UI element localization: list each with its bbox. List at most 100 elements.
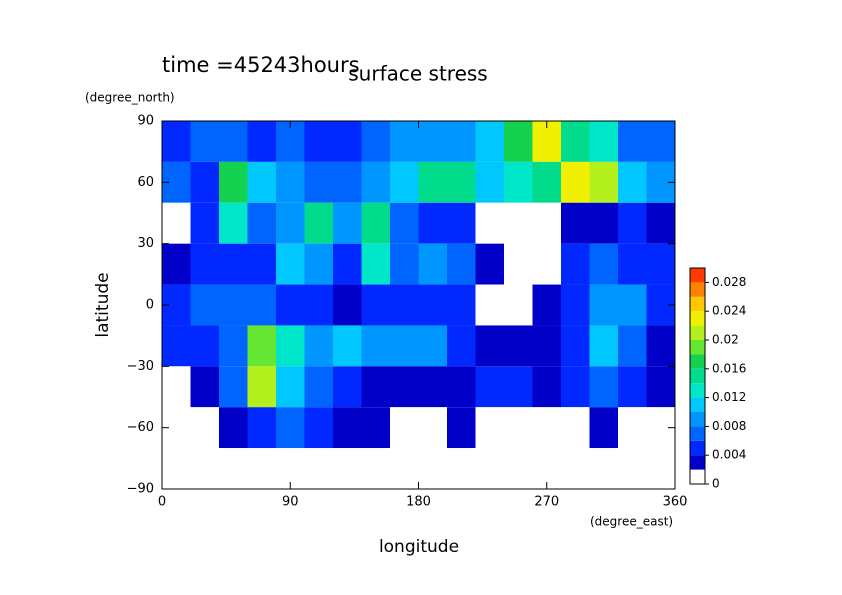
colorbar-swatch	[690, 469, 705, 484]
heat-cell	[190, 121, 219, 162]
heat-cell	[618, 121, 647, 162]
colorbar-swatch	[690, 383, 705, 398]
heat-cell	[333, 407, 362, 449]
heat-cell	[390, 448, 419, 489]
y-tick-label: −60	[127, 420, 154, 435]
colorbar-swatch	[690, 311, 705, 326]
heat-cell	[418, 243, 447, 285]
heat-cell	[390, 366, 419, 408]
colorbar-tick-label: 0.008	[712, 419, 746, 433]
heat-cell	[418, 366, 447, 408]
heat-cell	[618, 366, 647, 408]
heat-cell	[475, 161, 504, 203]
heat-cell	[447, 243, 476, 285]
heat-cell	[561, 202, 590, 244]
heat-cell	[504, 325, 533, 367]
colorbar-swatch	[690, 282, 705, 297]
heat-cell	[589, 161, 618, 203]
heat-cell	[190, 366, 219, 408]
heat-cell	[447, 448, 476, 489]
heat-cell	[276, 284, 305, 326]
heat-cell	[646, 202, 675, 244]
heat-cell	[418, 121, 447, 162]
x-axis-label: longitude	[379, 537, 459, 557]
heat-cell	[333, 202, 362, 244]
heat-cell	[475, 448, 504, 489]
heat-cell	[589, 407, 618, 449]
heat-cell	[561, 448, 590, 489]
heat-cell	[390, 284, 419, 326]
heat-cell	[247, 121, 276, 162]
colorbar-swatch	[690, 455, 705, 470]
heat-cell	[418, 325, 447, 367]
heat-cell	[646, 366, 675, 408]
heat-cell	[361, 284, 390, 326]
heat-cell	[304, 202, 333, 244]
heat-cell	[162, 243, 191, 285]
heat-cell	[475, 284, 504, 326]
heat-cell	[333, 161, 362, 203]
heat-cell	[418, 448, 447, 489]
y-unit: (degree_north)	[85, 91, 175, 105]
colorbar-tick-label: 0.024	[712, 304, 746, 318]
heat-cell	[276, 325, 305, 367]
heat-cell	[361, 448, 390, 489]
colorbar-swatch	[690, 354, 705, 369]
heat-cell	[333, 243, 362, 285]
heat-cell	[219, 325, 248, 367]
heat-cell	[390, 243, 419, 285]
heat-cell	[475, 366, 504, 408]
heat-cell	[247, 407, 276, 449]
heat-cell	[447, 284, 476, 326]
heat-cell	[247, 243, 276, 285]
heat-cell	[532, 325, 561, 367]
heat-cell	[475, 121, 504, 162]
heat-cell	[390, 407, 419, 449]
heat-cell	[247, 161, 276, 203]
heat-cell	[504, 284, 533, 326]
colorbar-swatch	[690, 268, 705, 283]
heat-cell	[162, 202, 191, 244]
heat-cell	[646, 325, 675, 367]
heat-cell	[447, 366, 476, 408]
heat-cell	[532, 161, 561, 203]
colorbar-swatch	[690, 296, 705, 312]
heat-cell	[418, 284, 447, 326]
heat-cell	[589, 448, 618, 489]
heat-cell	[190, 243, 219, 285]
heat-cell	[247, 202, 276, 244]
heat-cell	[304, 407, 333, 449]
heat-cell	[418, 202, 447, 244]
heat-cell	[561, 284, 590, 326]
heat-cell	[304, 448, 333, 489]
heat-cell	[219, 448, 248, 489]
heat-cell	[447, 407, 476, 449]
heat-cell	[162, 325, 191, 367]
heat-cell	[190, 284, 219, 326]
heat-cell	[304, 325, 333, 367]
heat-cell	[304, 121, 333, 162]
heat-cell	[390, 325, 419, 367]
heat-cell	[390, 161, 419, 203]
y-axis-label: latitude	[93, 272, 113, 337]
heat-cell	[589, 121, 618, 162]
heat-cell	[361, 243, 390, 285]
x-tick-label: 360	[663, 495, 688, 510]
heat-cell	[504, 121, 533, 162]
heat-cell	[447, 161, 476, 203]
heat-cell	[561, 121, 590, 162]
colorbar-tick-label: 0.012	[712, 390, 746, 404]
heat-cell	[247, 325, 276, 367]
heat-cell	[304, 284, 333, 326]
heat-cell	[162, 366, 191, 408]
colorbar-swatch	[690, 325, 705, 340]
heat-cell	[475, 407, 504, 449]
x-tick-label: 270	[534, 495, 559, 510]
heat-cell	[190, 407, 219, 449]
heat-cell	[618, 407, 647, 449]
heat-cell	[618, 448, 647, 489]
heat-cell	[276, 202, 305, 244]
colorbar-swatch	[690, 397, 705, 412]
x-tick-label: 180	[406, 495, 431, 510]
